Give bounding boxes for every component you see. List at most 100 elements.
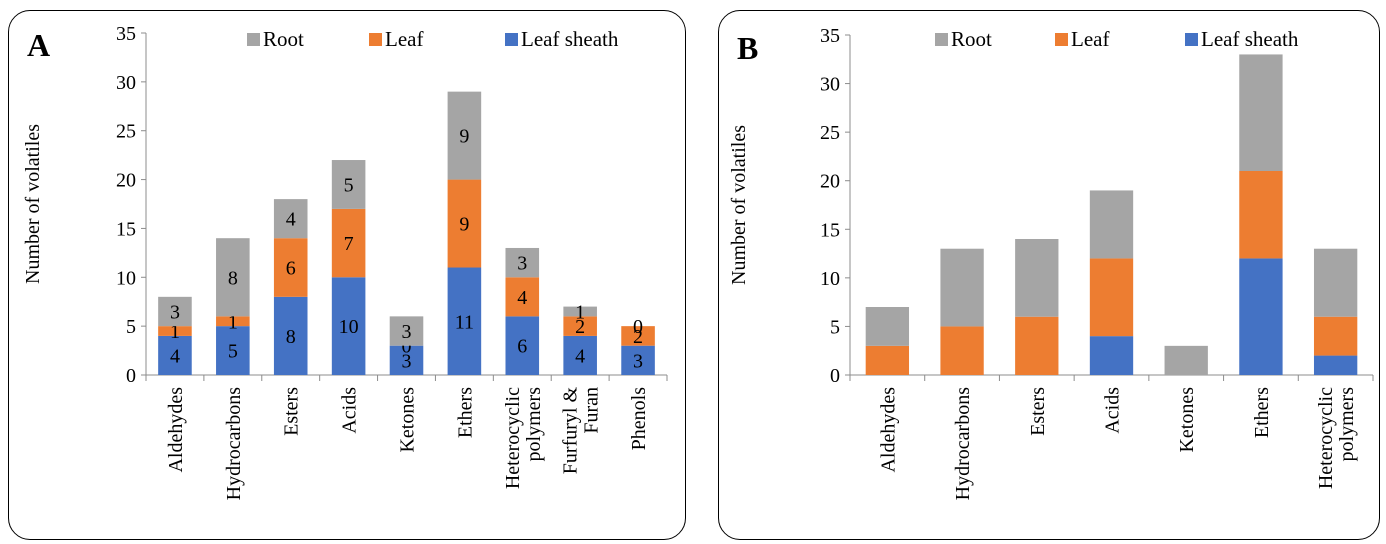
chart-panel-b: B Number of volatiles 0 5 10 15 20 25 30 35 Aldehy… bbox=[718, 10, 1380, 540]
y-axis-title-a: Number of volatiles bbox=[22, 124, 44, 284]
legend-label-a: Leaf sheath bbox=[521, 27, 619, 51]
x-tick-label-b: Esters bbox=[1027, 387, 1049, 436]
legend-label-a: Leaf bbox=[385, 27, 423, 51]
bar-root-a bbox=[563, 306, 597, 317]
x-tick-label-line-a: Phenols bbox=[628, 387, 650, 451]
bar-root-b bbox=[865, 307, 910, 346]
bar-leaf-sheath-a bbox=[158, 335, 192, 375]
x-tick-label-line-b: Aldehydes bbox=[877, 387, 899, 473]
x-tick-label-b: Heterocyclicpolymers bbox=[1315, 387, 1358, 489]
bar-leaf-a bbox=[331, 208, 366, 278]
x-tick-label-b: Ethers bbox=[1251, 387, 1273, 438]
bar-leaf-sheath-a bbox=[447, 267, 482, 375]
bar-leaf-b bbox=[1015, 316, 1059, 375]
x-tick-label-line-a: Hydrocarbons bbox=[223, 387, 245, 501]
bar-root-a bbox=[505, 247, 540, 278]
data-label-a: 3 bbox=[170, 301, 180, 323]
data-label-a: 7 bbox=[344, 233, 354, 255]
x-tick-label-line-a: Ethers bbox=[454, 387, 476, 438]
legend-swatch-b bbox=[1055, 33, 1068, 46]
bar-root-a bbox=[216, 238, 250, 317]
x-tick-label-a: Aldehydes bbox=[165, 387, 187, 473]
y-tick-label-b: 20 bbox=[820, 171, 840, 193]
x-tick-label-line-a: Aldehydes bbox=[165, 387, 187, 473]
data-label-a: 2 bbox=[575, 316, 585, 338]
x-tick-label-line-a: Furan bbox=[581, 387, 603, 434]
data-label-a: 4 bbox=[170, 345, 180, 367]
bar-leaf-a bbox=[273, 238, 308, 297]
bar-leaf-sheath-a bbox=[563, 335, 597, 375]
bar-leaf-sheath-a bbox=[273, 296, 308, 375]
data-label-a: 3 bbox=[633, 350, 643, 372]
x-tick-label-line-a: Ketones bbox=[397, 387, 419, 453]
data-label-a: 6 bbox=[517, 336, 527, 358]
x-tick-label-b: Ketones bbox=[1176, 387, 1198, 453]
x-tick-label-b: Aldehydes bbox=[877, 387, 899, 473]
bar-root-b bbox=[1164, 345, 1208, 375]
x-tick-label-line-b: Heterocyclic bbox=[1315, 387, 1337, 489]
y-tick-label-a: 30 bbox=[116, 72, 136, 94]
y-tick-label-a: 25 bbox=[116, 121, 136, 143]
x-tick-label-line-b: Acids bbox=[1102, 387, 1124, 434]
data-label-a: 3 bbox=[402, 321, 412, 343]
data-label-a: 1 bbox=[575, 301, 585, 323]
bar-leaf-a bbox=[158, 326, 192, 336]
x-tick-label-b: Acids bbox=[1102, 387, 1124, 434]
bar-leaf-sheath-a bbox=[621, 345, 655, 375]
x-tick-label-line-b: Hydrocarbons bbox=[952, 387, 974, 501]
x-tick-label-line-b: Ketones bbox=[1176, 387, 1198, 453]
x-tick-label-line-b: Ethers bbox=[1251, 387, 1273, 438]
bar-leaf-sheath-b bbox=[1313, 355, 1358, 375]
panel-label-b: B bbox=[737, 30, 758, 66]
x-tick-label-a: Hydrocarbons bbox=[223, 387, 245, 501]
data-label-a: 3 bbox=[517, 253, 527, 275]
x-tick-label-a: Acids bbox=[339, 387, 361, 434]
y-tick-label-b: 25 bbox=[820, 122, 840, 144]
bar-leaf-b bbox=[1239, 171, 1283, 259]
legend-label-b: Leaf sheath bbox=[1201, 27, 1299, 51]
data-label-a: 3 bbox=[402, 350, 412, 372]
y-tick-label-b: 35 bbox=[820, 25, 840, 47]
data-label-a: 5 bbox=[344, 174, 354, 196]
y-tick-label-a: 15 bbox=[116, 218, 136, 240]
data-label-a: 6 bbox=[286, 258, 296, 280]
x-tick-label-line-a: polymers bbox=[523, 387, 545, 462]
y-axis-title-b: Number of volatiles bbox=[728, 125, 750, 285]
bar-leaf-sheath-a bbox=[331, 277, 366, 375]
x-tick-label-a: Furfuryl &Furan bbox=[560, 387, 603, 475]
data-label-a: 2 bbox=[633, 326, 643, 348]
bar-root-a bbox=[447, 91, 482, 180]
bar-leaf-b bbox=[1313, 316, 1358, 356]
bar-leaf-sheath-a bbox=[216, 326, 250, 375]
bar-leaf-b bbox=[1089, 258, 1134, 337]
y-tick-label-a: 10 bbox=[116, 267, 136, 289]
legend-label-b: Leaf bbox=[1071, 27, 1109, 51]
legend-swatch-a bbox=[247, 33, 260, 46]
bar-root-b bbox=[1239, 54, 1283, 171]
bar-leaf-a bbox=[216, 316, 250, 327]
bar-leaf-a bbox=[447, 179, 482, 268]
bar-root-a bbox=[158, 296, 192, 327]
data-label-a: 11 bbox=[455, 311, 474, 333]
bar-root-a bbox=[331, 160, 366, 209]
x-tick-label-line-a: Esters bbox=[281, 387, 303, 436]
data-label-a: 0 bbox=[402, 336, 412, 358]
x-tick-label-line-a: Acids bbox=[339, 387, 361, 434]
y-tick-label-a: 20 bbox=[116, 170, 136, 192]
y-tick-label-a: 0 bbox=[126, 365, 136, 387]
bar-root-b bbox=[1089, 190, 1134, 259]
bar-root-a bbox=[273, 199, 308, 239]
x-tick-label-line-b: Esters bbox=[1027, 387, 1049, 436]
data-label-a: 9 bbox=[459, 214, 469, 236]
bar-leaf-a bbox=[563, 316, 597, 336]
chart-b-svg: B Number of volatiles 0 5 10 15 20 25 30 35 Aldehy… bbox=[728, 25, 1374, 501]
legend-swatch-b bbox=[1185, 33, 1198, 46]
y-tick-label-a: 5 bbox=[126, 316, 136, 338]
data-label-a: 8 bbox=[286, 326, 296, 348]
chart-panel-a: A Number of volatiles 0 5 10 15 20 25 30 35 4 1 3 Ald… bbox=[8, 10, 686, 540]
y-tick-label-a: 35 bbox=[116, 23, 136, 45]
data-label-a: 1 bbox=[170, 321, 180, 343]
legend-label-a: Root bbox=[263, 27, 304, 51]
x-tick-label-a: Ethers bbox=[454, 387, 476, 438]
